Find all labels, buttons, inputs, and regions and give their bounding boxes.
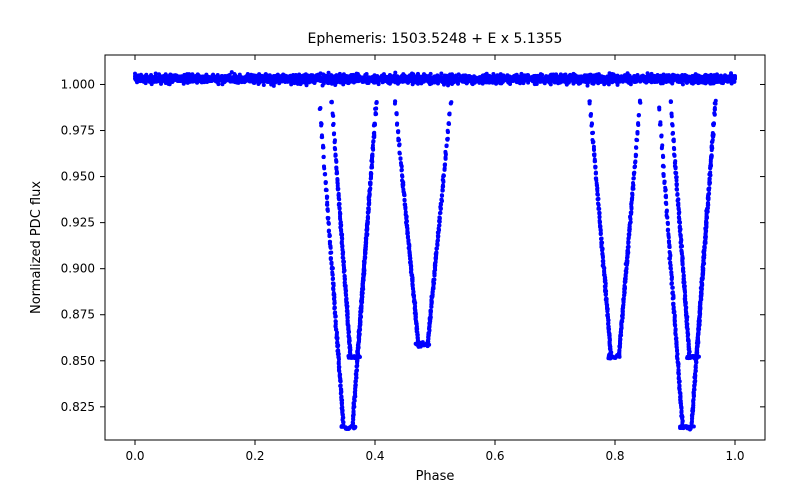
y-tick-label: 0.825 (61, 400, 95, 414)
y-axis-label: Normalized PDC flux (29, 181, 44, 314)
y-tick-label: 0.900 (61, 262, 95, 276)
x-axis-label: Phase (416, 469, 455, 484)
y-tick-label: 0.975 (61, 124, 95, 138)
x-tick-label: 0.8 (605, 449, 624, 463)
y-tick-label: 0.850 (61, 354, 95, 368)
chart-title: Ephemeris: 1503.5248 + E x 5.1355 (308, 31, 563, 47)
y-tick-label: 0.875 (61, 308, 95, 322)
x-tick-label: 0.0 (125, 449, 144, 463)
x-tick-label: 0.6 (485, 449, 504, 463)
x-tick-label: 1.0 (725, 449, 744, 463)
y-tick-label: 0.925 (61, 216, 95, 230)
x-tick-label: 0.4 (365, 449, 384, 463)
y-tick-label: 1.000 (61, 77, 95, 91)
lightcurve-chart: Ephemeris: 1503.5248 + E x 5.1355 0.0 0.2… (0, 0, 800, 500)
x-tick-label: 0.2 (245, 449, 264, 463)
y-tick-label: 0.950 (61, 170, 95, 184)
